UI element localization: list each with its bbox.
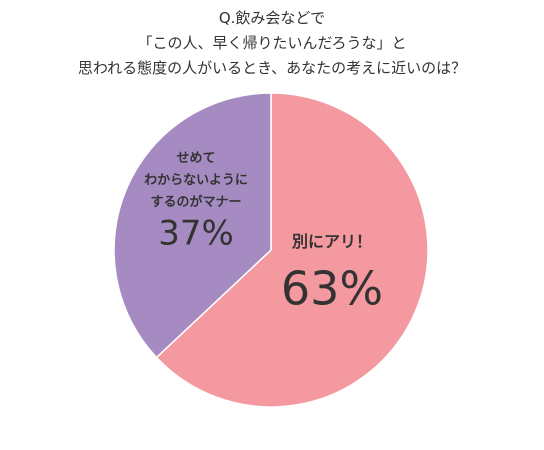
slice-label: せめてわからないようにするのがマナー [144, 151, 248, 210]
pie-slice [155, 92, 429, 408]
value-label: 63% [281, 262, 383, 316]
pie-slice [113, 92, 272, 359]
chart-title: Q.飲み会などで「この人、早く帰りたいんだろうな」と思われる態度の人がいるとき、… [78, 9, 466, 77]
value-label: 37% [158, 214, 234, 254]
slice-label: 別にアリ！ [292, 232, 372, 251]
